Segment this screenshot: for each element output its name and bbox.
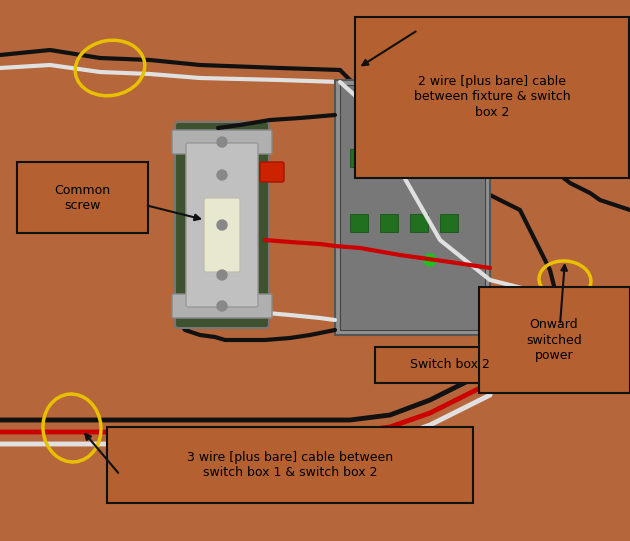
Circle shape [217,301,227,311]
FancyBboxPatch shape [204,198,240,272]
FancyBboxPatch shape [410,214,428,232]
Text: Onward
switched
power: Onward switched power [526,319,582,361]
FancyBboxPatch shape [186,143,258,307]
Text: Common
screw: Common screw [54,184,110,212]
Circle shape [217,170,227,180]
FancyBboxPatch shape [107,427,473,503]
FancyBboxPatch shape [350,214,368,232]
FancyBboxPatch shape [350,149,368,167]
FancyBboxPatch shape [380,214,398,232]
Circle shape [217,270,227,280]
FancyBboxPatch shape [17,162,148,233]
Polygon shape [340,85,485,330]
FancyBboxPatch shape [440,149,458,167]
FancyBboxPatch shape [410,149,428,167]
FancyBboxPatch shape [172,130,272,154]
FancyBboxPatch shape [172,294,272,318]
Circle shape [424,254,436,266]
FancyBboxPatch shape [540,290,566,312]
Circle shape [217,220,227,230]
FancyBboxPatch shape [440,214,458,232]
FancyBboxPatch shape [380,149,398,167]
Text: Switch box 2: Switch box 2 [410,359,490,372]
Polygon shape [335,80,490,335]
Text: 3 wire [plus bare] cable between
switch box 1 & switch box 2: 3 wire [plus bare] cable between switch … [187,451,393,479]
FancyBboxPatch shape [355,17,629,178]
FancyBboxPatch shape [175,122,269,328]
Circle shape [217,137,227,147]
FancyBboxPatch shape [260,162,284,182]
FancyBboxPatch shape [375,347,526,383]
Text: 2 wire [plus bare] cable
between fixture & switch
box 2: 2 wire [plus bare] cable between fixture… [414,76,570,118]
FancyBboxPatch shape [479,287,630,393]
